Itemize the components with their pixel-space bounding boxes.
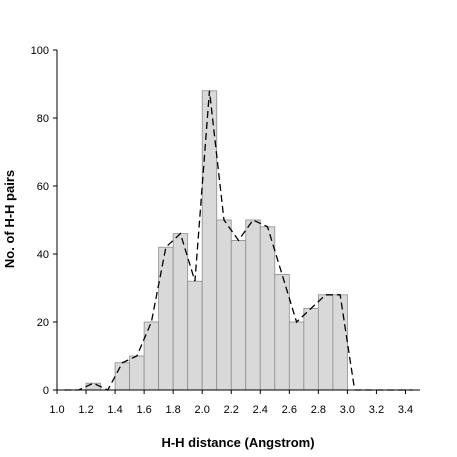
histogram-bar [187,280,203,391]
y-tick-label: 80 [37,113,49,125]
x-tick-label: 1.0 [49,404,64,416]
histogram-bar [259,226,276,391]
x-tick-label: 1.8 [166,404,181,416]
histogram-bar [172,233,189,391]
x-tick-label: 2.2 [224,404,239,416]
x-tick-label: 1.2 [78,404,93,416]
x-tick-label: 1.6 [136,404,151,416]
histogram-bar [317,294,334,391]
histogram-bar [245,219,261,391]
y-tick-label: 20 [37,317,49,329]
x-tick-label: 2.4 [253,404,268,416]
histogram-bars [85,90,348,391]
y-tick-label: 40 [37,249,49,261]
x-axis-title: H-H distance (Angstrom) [161,435,314,450]
histogram-bar [143,321,160,391]
x-tick-label: 2.6 [282,404,297,416]
y-tick-label: 60 [37,181,49,193]
x-tick-label: 1.4 [107,404,122,416]
x-axis-ticks: 1.0 1.2 1.4 1.6 1.8 2.0 2.2 2.4 2.6 2.8 3.0 3.2 3.4 [49,390,413,416]
histogram-bar [85,382,101,391]
histogram-bar [158,246,174,391]
histogram-bar [288,321,305,391]
x-tick-label: 3.0 [340,404,355,416]
x-tick-label: 3.4 [398,404,413,416]
y-axis-ticks: 0 20 40 60 80 100 [31,45,57,397]
histogram-bar [303,307,319,391]
y-tick-label: 100 [31,45,49,57]
histogram-bar [129,355,145,391]
x-tick-label: 2.0 [195,404,210,416]
histogram-bar [114,362,131,391]
histogram-bar [216,219,232,391]
histogram-bar [332,294,348,391]
y-axis-title: No. of H-H pairs [2,170,17,268]
x-tick-label: 2.8 [311,404,326,416]
x-tick-label: 3.2 [369,404,384,416]
axes [56,50,420,391]
y-tick-label: 0 [43,385,49,397]
histogram-bar [230,239,247,391]
